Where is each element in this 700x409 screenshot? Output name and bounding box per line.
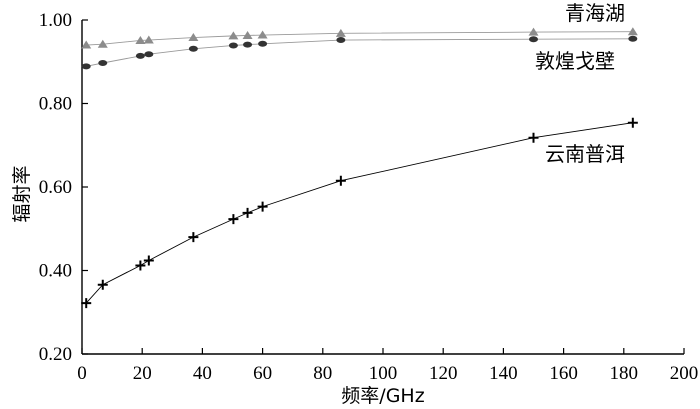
data-point-plus	[528, 132, 539, 143]
data-point-dot	[243, 41, 253, 48]
data-point-dot	[228, 42, 238, 49]
data-point-plus	[135, 260, 146, 271]
data-point-triangle	[528, 27, 539, 36]
data-point-dot	[188, 45, 198, 52]
series-0	[81, 27, 638, 49]
y-tick-label: 0.60	[39, 177, 72, 198]
data-point-triangle	[242, 30, 253, 39]
data-point-triangle	[143, 35, 154, 44]
data-point-dot	[336, 37, 346, 44]
x-tick-label: 80	[313, 363, 332, 384]
data-point-plus	[242, 207, 253, 218]
series-label: 敦煌戈壁	[535, 49, 615, 73]
y-ticks: 0.20 0.40 0.60 0.80 1.00	[39, 10, 88, 365]
data-point-triangle	[228, 31, 239, 40]
y-tick-label: 0.80	[39, 94, 72, 115]
series-label: 云南普洱	[545, 142, 625, 166]
data-point-dot	[81, 63, 91, 70]
x-axis-title: 频率/GHz	[341, 385, 424, 407]
series-line	[86, 31, 633, 46]
data-point-plus	[228, 214, 239, 225]
y-tick-label: 0.40	[39, 261, 72, 282]
series-1	[81, 35, 638, 70]
data-point-dot	[258, 40, 268, 47]
x-tick-label: 200	[670, 363, 699, 384]
data-point-dot	[144, 51, 154, 58]
data-point-plus	[188, 232, 199, 243]
x-tick-label: 0	[77, 363, 87, 384]
x-tick-label: 120	[429, 363, 458, 384]
data-point-plus	[143, 255, 154, 266]
x-tick-label: 40	[193, 363, 212, 384]
x-tick-label: 60	[253, 363, 272, 384]
data-point-plus	[257, 201, 268, 212]
data-point-plus	[627, 117, 638, 128]
y-tick-label: 0.20	[39, 344, 72, 365]
data-point-dot	[135, 52, 145, 59]
data-point-plus	[81, 298, 92, 309]
x-tick-label: 180	[610, 363, 639, 384]
data-point-triangle	[81, 40, 92, 49]
data-point-triangle	[97, 39, 108, 48]
y-axis-title: 辐射率	[11, 165, 33, 222]
data-point-plus	[335, 175, 346, 186]
data-point-triangle	[257, 30, 268, 39]
series-label: 青海湖	[565, 1, 625, 25]
series-2	[81, 117, 638, 309]
y-tick-label: 1.00	[39, 10, 72, 31]
x-tick-label: 160	[549, 363, 578, 384]
x-tick-label: 100	[369, 363, 398, 384]
data-point-triangle	[135, 35, 146, 44]
data-point-triangle	[627, 27, 638, 36]
data-point-dot	[98, 60, 108, 67]
data-point-triangle	[335, 28, 346, 37]
series-layer	[81, 27, 638, 309]
data-point-dot	[628, 35, 638, 42]
x-tick-label: 140	[489, 363, 518, 384]
x-tick-label: 20	[133, 363, 152, 384]
x-ticks: 0 20 40 60 80 100 120 140 160 180 200	[77, 348, 698, 384]
data-point-plus	[97, 279, 108, 290]
data-point-triangle	[188, 33, 199, 42]
data-point-dot	[529, 36, 538, 43]
